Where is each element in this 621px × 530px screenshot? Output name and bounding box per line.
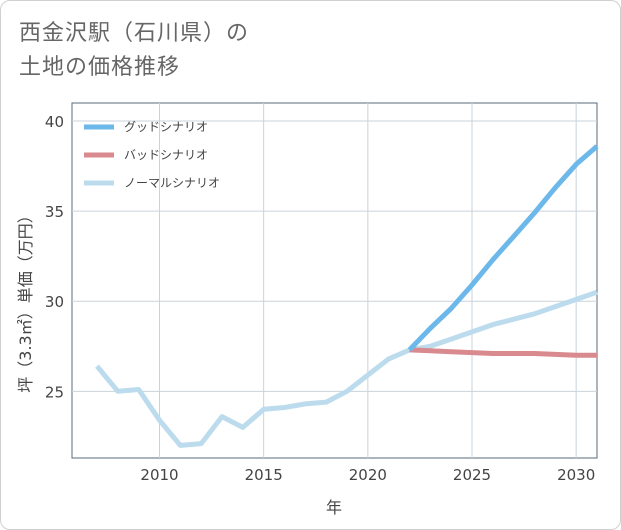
x-tick-label: 2025 — [453, 466, 491, 484]
series-lines — [95, 144, 599, 448]
y-tick-label: 40 — [45, 113, 64, 131]
y-tick-label: 25 — [45, 383, 64, 401]
x-tick-label: 2015 — [245, 466, 283, 484]
legend-label-0: グッドシナリオ — [124, 120, 208, 134]
series-line-0 — [407, 144, 599, 352]
series-line-2 — [95, 289, 598, 448]
legend-label-1: バッドシナリオ — [124, 148, 208, 162]
y-tick-label: 30 — [45, 293, 64, 311]
chart-title: 西金沢駅（石川県）の 土地の価格推移 — [19, 21, 250, 80]
series-line-1 — [409, 347, 597, 358]
x-tick-label: 2010 — [140, 466, 178, 484]
x-axis-label: 年 — [326, 498, 342, 517]
x-tick-label: 2030 — [557, 466, 595, 484]
y-tick-label: 35 — [45, 203, 64, 221]
grid-lines — [72, 103, 597, 458]
legend-label-2: ノーマルシナリオ — [124, 176, 220, 190]
x-tick-label: 2020 — [349, 466, 387, 484]
y-tick-labels: 25 30 35 40 — [45, 113, 64, 401]
x-tick-labels: 2010 2015 2020 2025 2030 — [140, 466, 595, 484]
y-axis-label: 坪（3.3㎡）単価（万円） — [16, 207, 35, 392]
